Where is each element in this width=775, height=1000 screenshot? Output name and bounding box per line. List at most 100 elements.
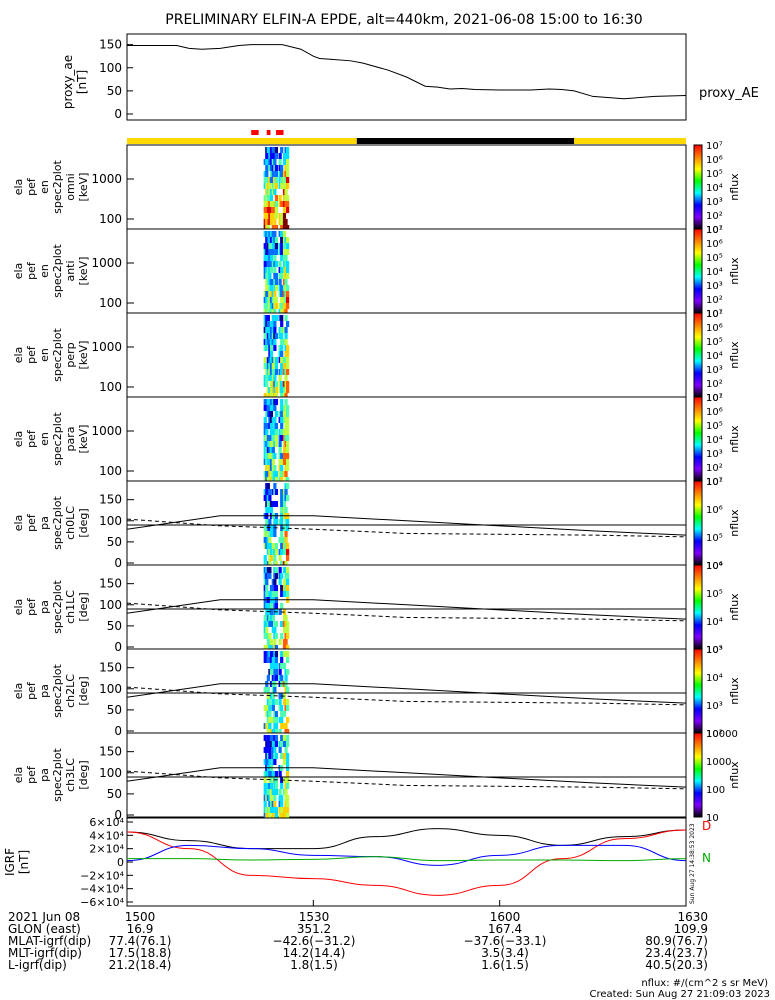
spectrum-cell	[269, 267, 274, 273]
spectrum-ylabel: [keV]	[77, 173, 90, 202]
colorbar-tick-label: 10	[706, 813, 719, 824]
spectrum-cell	[280, 237, 284, 243]
spectrum-cell	[266, 147, 270, 153]
spectrum-cell	[273, 327, 277, 333]
spectrum-cell	[268, 705, 272, 711]
energy-ytick-label: 1000	[91, 340, 122, 354]
spectrum-ylabel: en	[38, 432, 51, 446]
spectrum-cell	[274, 561, 279, 567]
spectrum-cell	[286, 207, 290, 213]
spectrum-cell	[282, 759, 287, 765]
spectrum-cell	[280, 591, 284, 597]
spectrum-ylabel: ela	[12, 767, 25, 784]
spectrum-cell	[269, 783, 274, 789]
spectrum-cell	[269, 525, 274, 531]
spectrum-cell	[271, 315, 275, 321]
spectrum-cell	[269, 357, 274, 363]
spectrum-panel: ela pef pa spec2plot ch2LC [deg]05010015010²1…	[12, 645, 741, 740]
spectrum-cell	[273, 687, 277, 693]
spectrum-panel: ela pef en spec2plot para [keV] 1000 100 10¹ 10² 1…	[12, 393, 741, 488]
spectrum-cell	[286, 441, 290, 447]
spectrum-cell	[263, 657, 267, 663]
spectrum-cell	[280, 255, 284, 261]
footer-cell: MLT-igrf(dip)	[8, 946, 82, 960]
spectrum-cell	[286, 423, 290, 429]
spectrum-cell	[269, 621, 274, 627]
spectrum-cell	[269, 321, 274, 327]
spectrum-cell	[280, 507, 284, 513]
spectrum-ylabel: ch3LC	[64, 758, 77, 792]
spectrum-cell	[269, 375, 274, 381]
spectrum-cell	[280, 783, 284, 789]
spectrum-ylabel: [keV]	[77, 341, 90, 370]
spectrum-cell	[269, 501, 274, 507]
spectrum-cell	[273, 579, 277, 585]
colorbar-tick-label: 10¹	[706, 393, 723, 404]
spectrum-cell	[269, 543, 274, 549]
spectrum-cell	[286, 177, 290, 183]
energy-ytick-label: 100	[99, 212, 122, 226]
spectrum-cell	[280, 795, 284, 801]
spectrum-cell	[273, 405, 277, 411]
spectrum-cell	[265, 159, 269, 165]
spectrum-cell	[274, 183, 279, 189]
spectrum-cell	[269, 603, 274, 609]
spectrum-cell	[286, 291, 290, 297]
pa-ytick-label: 150	[99, 493, 122, 507]
spectrum-cell	[286, 363, 290, 369]
spectrum-cell	[280, 675, 284, 681]
spectrum-cell	[286, 795, 290, 801]
spectrum-cell	[266, 261, 270, 267]
spectrum-cell	[268, 561, 272, 567]
colorbar-unit: nflux	[728, 425, 741, 453]
spectrum-cell	[284, 675, 288, 681]
spectrum-cell	[280, 603, 284, 609]
spectrum-cell	[274, 225, 279, 231]
spectrum-ylabel: [deg]	[77, 760, 90, 789]
spectrum-cell	[280, 171, 284, 177]
spectrum-cell	[274, 789, 279, 795]
spectrum-cell	[280, 495, 284, 501]
proxy-ae-ytick-label: 150	[99, 38, 122, 52]
spectrum-cell	[280, 297, 284, 303]
spectrum-cell	[274, 477, 279, 483]
spectrum-cell	[282, 579, 287, 585]
spectrum-cell	[280, 243, 284, 249]
spectrum-cell	[274, 771, 279, 777]
spectrum-cell	[269, 585, 274, 591]
spectrum-cell	[273, 795, 277, 801]
spectrum-cell	[269, 549, 274, 555]
spectrum-cell	[274, 573, 279, 579]
spectrum-cell	[286, 573, 290, 579]
footer-cell: −37.6(−33.1)	[464, 934, 547, 948]
colorbar-tick-label: 10⁴	[706, 617, 723, 628]
spectrum-cell	[282, 645, 287, 651]
spectrum-cell	[269, 447, 274, 453]
colorbar-tick-label: 10⁶	[706, 239, 723, 250]
colorbar-unit: nflux	[728, 509, 741, 537]
spectrum-cell	[274, 621, 279, 627]
spectrum-cell	[269, 249, 274, 255]
spectrum-cell	[271, 705, 275, 711]
spectrum-cell	[284, 723, 288, 729]
spectrum-cell	[269, 261, 274, 267]
spectrum-cell	[286, 147, 290, 153]
spectrum-cell	[282, 567, 287, 573]
spectrum-cell	[280, 813, 284, 819]
spectrum-cell	[263, 789, 267, 795]
spectrum-cell	[286, 477, 290, 483]
spectrum-cell	[266, 741, 270, 747]
spectrum-cell	[274, 675, 279, 681]
spectrum-cell	[274, 735, 279, 741]
spectrum-cell	[273, 747, 277, 753]
spectrum-cell	[280, 501, 284, 507]
spectrum-cell	[274, 591, 279, 597]
spectrum-cell	[274, 195, 279, 201]
colorbar	[693, 228, 703, 314]
spectrum-cell	[269, 255, 274, 261]
footer-cell: 1.8(1.5)	[290, 958, 338, 972]
spectrum-cell	[274, 807, 279, 813]
spectrum-cell	[273, 801, 277, 807]
spectrum-cell	[280, 561, 284, 567]
spectrum-cell	[273, 627, 277, 633]
